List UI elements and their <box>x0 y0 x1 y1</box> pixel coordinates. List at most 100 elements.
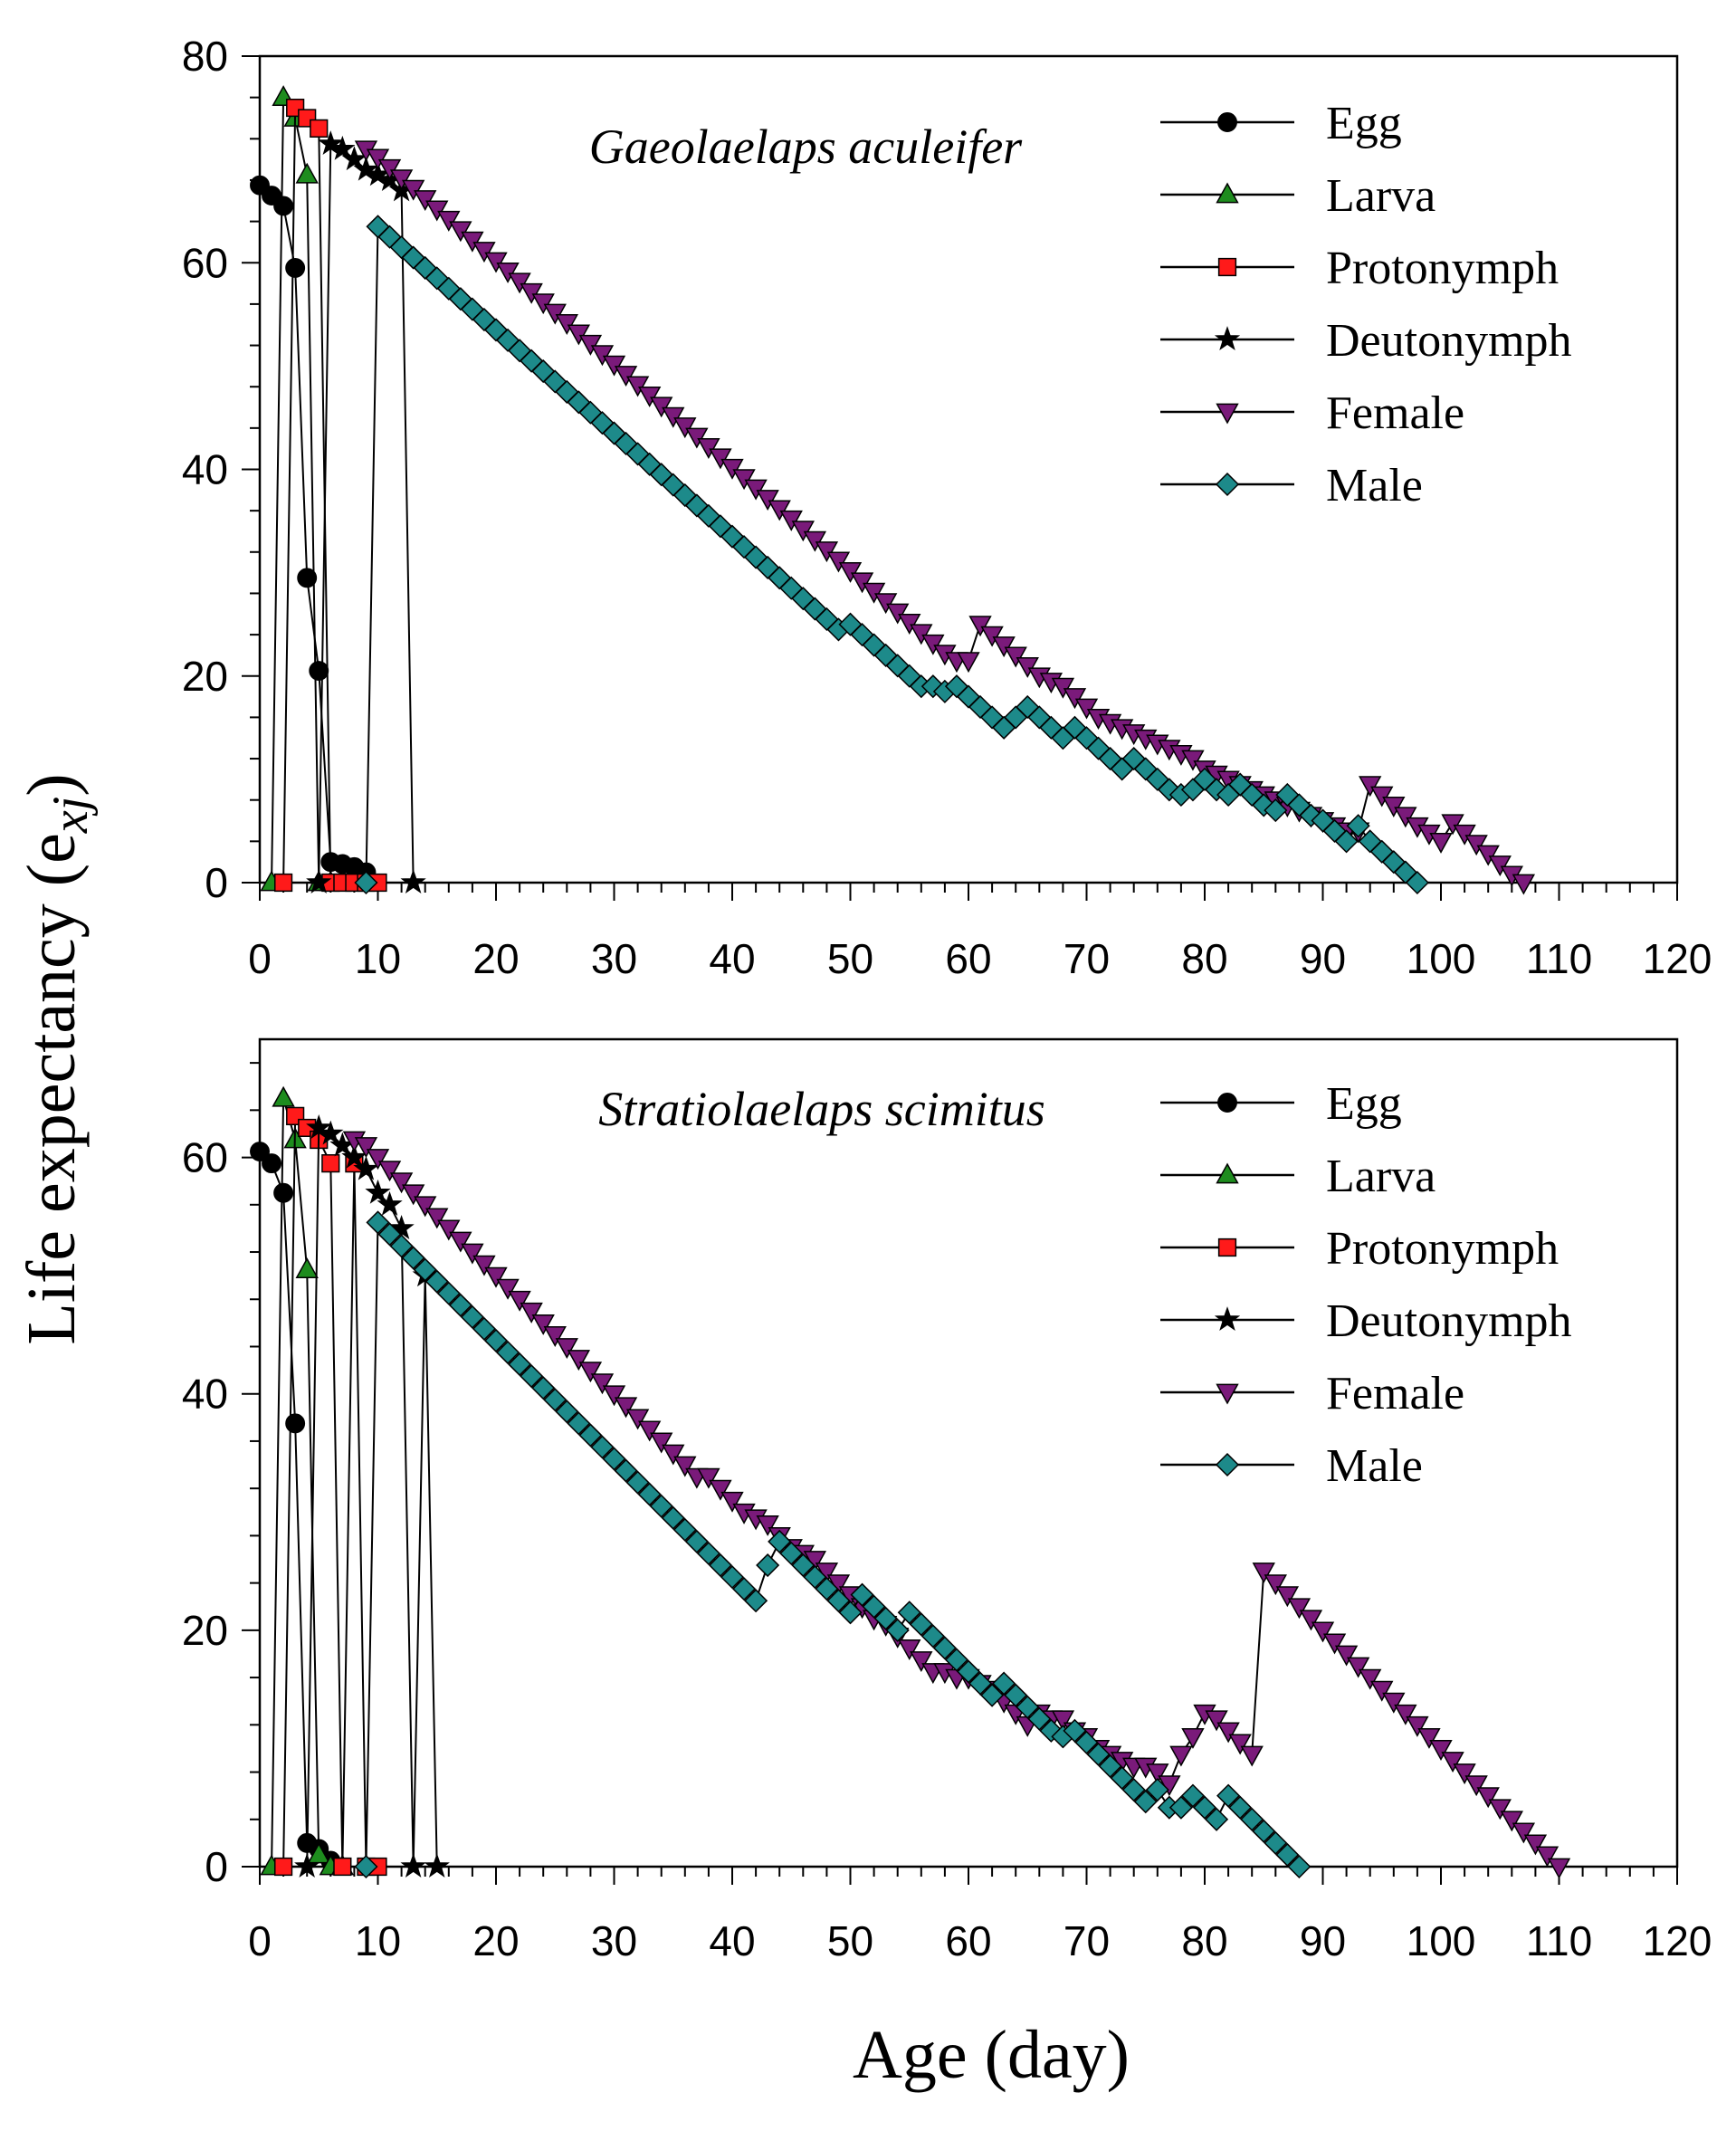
data-point <box>424 1269 449 1294</box>
y-axis-title-subscript: xj <box>43 797 99 834</box>
data-point <box>1074 698 1099 720</box>
y-tick-label: 20 <box>182 653 228 700</box>
legend-marker <box>1217 1093 1237 1113</box>
series-larva <box>260 1085 355 1876</box>
series-egg <box>250 1142 341 1871</box>
panel-stratiolaelaps: 0 10 20 30 40 50 60 70 80 90 100 110 120 0 20 40 60 Strat… <box>182 1037 1712 1964</box>
data-point <box>897 1601 921 1625</box>
data-point <box>1121 1778 1146 1802</box>
data-point <box>1063 715 1087 740</box>
y-axis-title: Life expectancy (exj) <box>14 773 99 1344</box>
data-point <box>333 1857 352 1877</box>
data-point <box>1382 1692 1406 1714</box>
series-line <box>282 105 378 884</box>
data-point <box>1370 786 1394 807</box>
data-point <box>437 1219 461 1241</box>
data-point <box>708 1553 733 1578</box>
data-point <box>508 1290 531 1312</box>
data-point <box>1063 688 1087 710</box>
data-point <box>388 1215 415 1239</box>
y-tick-label: 60 <box>182 1134 228 1181</box>
data-point <box>1216 1722 1240 1744</box>
y-tick-label: 0 <box>205 1843 228 1890</box>
legend-marker <box>1216 182 1239 204</box>
data-point <box>1027 1706 1052 1731</box>
data-point <box>803 597 827 621</box>
data-point <box>414 1196 437 1218</box>
data-point <box>968 1671 993 1696</box>
series-female <box>354 140 1536 895</box>
data-point <box>484 1266 508 1288</box>
legend-marker <box>1215 1452 1240 1477</box>
data-point <box>484 252 508 273</box>
data-point <box>1512 1822 1536 1844</box>
data-point <box>590 1435 615 1459</box>
data-point <box>1441 814 1464 836</box>
data-point <box>1464 1775 1488 1797</box>
data-point <box>590 411 615 435</box>
data-point <box>1476 845 1500 866</box>
data-point <box>413 1257 437 1282</box>
y-tick-label: 0 <box>205 859 228 906</box>
data-point <box>508 1352 532 1377</box>
data-point <box>685 427 709 449</box>
data-point <box>791 521 815 542</box>
data-point <box>1547 1858 1571 1879</box>
data-point <box>483 1328 509 1353</box>
data-point <box>297 568 318 588</box>
data-point <box>1429 832 1453 854</box>
legend-marker <box>1214 1306 1241 1332</box>
data-point <box>272 1085 295 1107</box>
data-point <box>1051 677 1075 699</box>
data-point <box>803 1565 827 1590</box>
x-tick-label: 100 <box>1407 1917 1476 1964</box>
data-point <box>650 1432 673 1454</box>
data-point <box>791 1553 816 1578</box>
data-point <box>920 1624 945 1648</box>
x-tick-label: 110 <box>1526 935 1592 982</box>
data-point <box>353 156 379 181</box>
data-point <box>1476 1787 1500 1809</box>
data-point <box>850 572 874 594</box>
data-point <box>1181 1727 1205 1749</box>
data-point <box>614 1397 638 1419</box>
data-point <box>449 221 472 243</box>
data-point <box>815 1577 839 1601</box>
data-point <box>709 448 732 470</box>
data-point <box>543 369 568 394</box>
data-point <box>720 1565 745 1590</box>
data-point <box>1287 1854 1312 1879</box>
data-point <box>306 869 332 894</box>
data-point <box>400 1853 426 1878</box>
data-point <box>1417 1727 1441 1749</box>
data-point <box>377 158 402 180</box>
data-point <box>779 1541 804 1566</box>
data-point <box>543 1388 568 1412</box>
data-point <box>697 438 720 459</box>
data-point <box>1098 1754 1122 1779</box>
data-point <box>1382 797 1406 817</box>
data-point <box>520 1302 543 1324</box>
data-point <box>472 307 497 332</box>
data-point <box>898 614 921 635</box>
y-tick-label: 40 <box>182 446 228 493</box>
data-point <box>1441 1752 1464 1773</box>
data-point <box>661 1505 685 1530</box>
data-point <box>709 1479 732 1501</box>
data-point <box>295 162 319 184</box>
data-point <box>910 1651 933 1673</box>
series-egg <box>250 175 377 883</box>
data-point <box>650 397 673 418</box>
data-point <box>684 1529 709 1553</box>
data-point <box>1405 870 1429 895</box>
data-point <box>649 1494 673 1518</box>
data-point <box>602 1447 626 1471</box>
data-point <box>1453 1763 1476 1785</box>
data-point <box>756 1515 779 1536</box>
data-point <box>273 1182 294 1203</box>
data-point <box>341 146 367 171</box>
data-point <box>815 541 839 563</box>
legend-marker <box>1216 1383 1239 1405</box>
data-point <box>1110 1766 1134 1791</box>
data-point <box>377 1190 403 1216</box>
